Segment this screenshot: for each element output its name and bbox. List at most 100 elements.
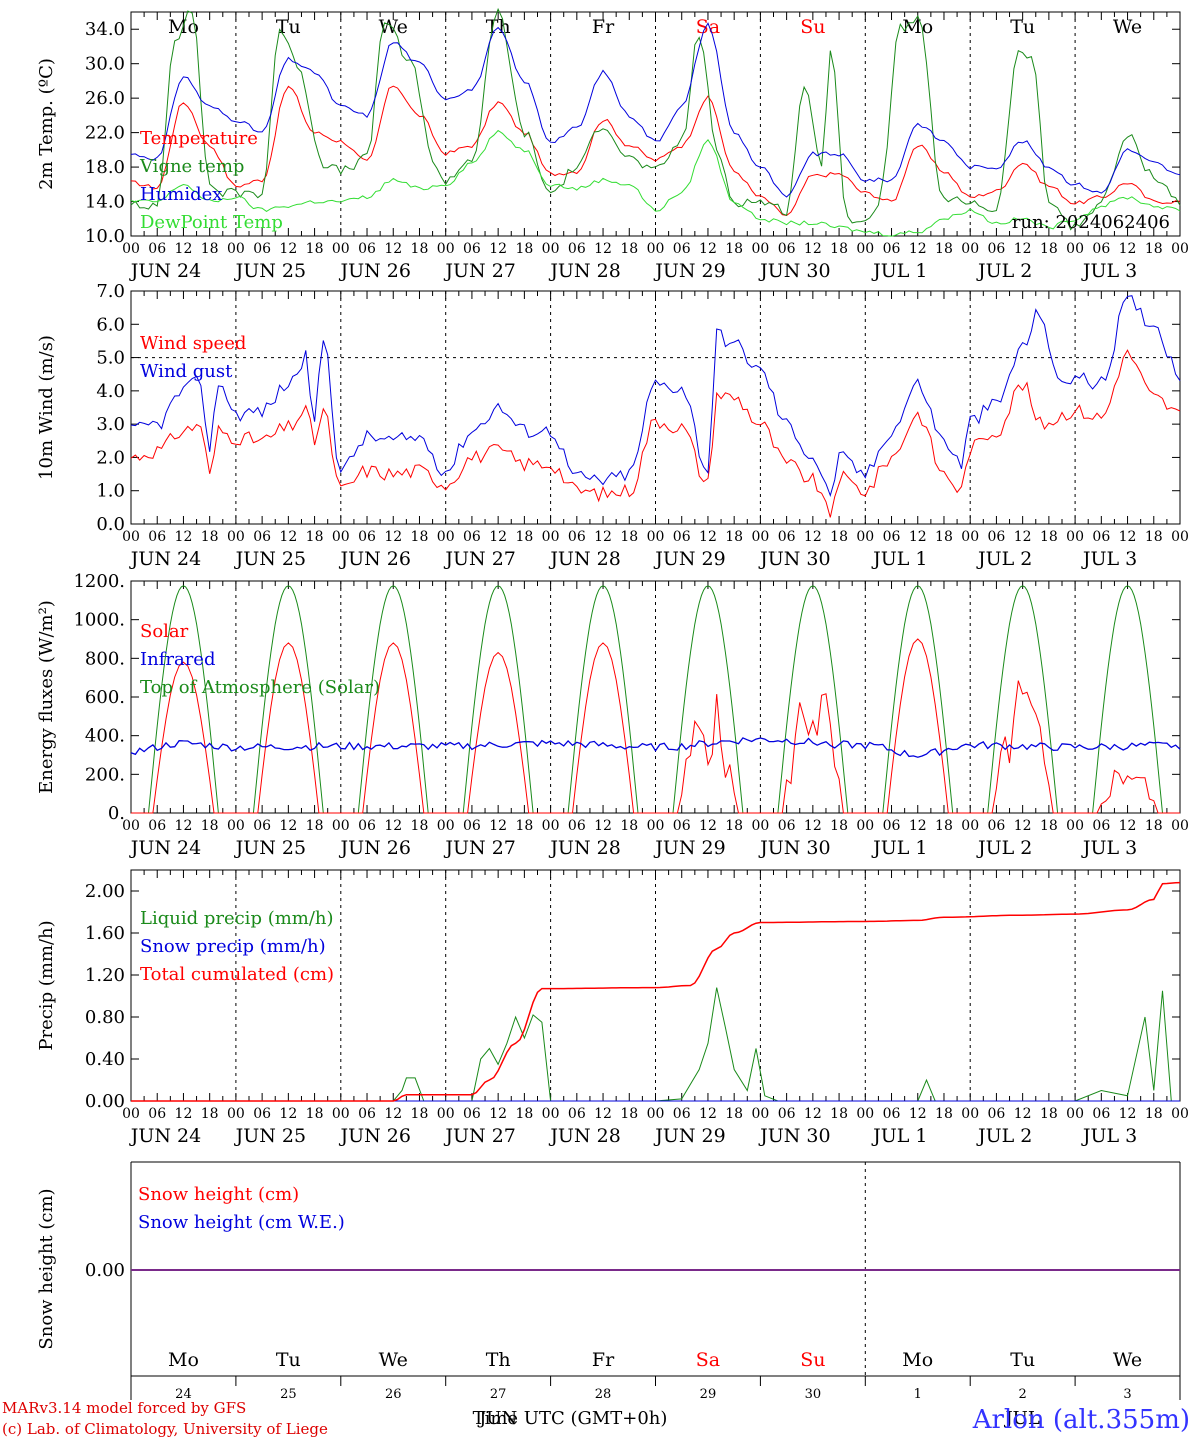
hour-tick-label: 06	[358, 1106, 376, 1122]
hour-tick-label: 12	[489, 529, 507, 545]
hour-tick-label: 06	[778, 1106, 796, 1122]
legend-4: DewPoint Temp	[140, 212, 283, 233]
day-name: Mo	[902, 1349, 933, 1371]
day-name: Sa	[696, 1349, 720, 1371]
day-name: Mo	[168, 1349, 199, 1371]
hour-tick-label: 18	[620, 1106, 638, 1122]
hour-tick-label: 00	[122, 529, 140, 545]
y-tick-label: 5.0	[96, 348, 125, 369]
hour-tick-label: 18	[725, 1106, 743, 1122]
date-label: JUN 27	[443, 837, 515, 859]
date-number: 28	[595, 1387, 612, 1402]
hour-tick-label: 06	[673, 1106, 691, 1122]
temperature-panel: 10.0 14.0 18.0 22.0 26.0 30.0 34.0 2m Temp. (ºC…	[36, 7, 1189, 282]
month-label-jun: JUN	[477, 1408, 517, 1429]
hour-tick-label: 00	[542, 818, 560, 834]
date-label: JUN 30	[758, 260, 830, 282]
y-axis-label: 2m Temp. (ºC)	[36, 58, 57, 190]
hour-tick-label: 12	[175, 818, 193, 834]
date-label: JUN 25	[234, 548, 306, 570]
hour-tick-label: 12	[279, 241, 297, 257]
hour-tick-label: 12	[279, 1106, 297, 1122]
energy-flux-panel: 0. 200. 400. 600. 800. 1000. 1200. Energy fluxe…	[36, 571, 1189, 859]
hour-tick-label: 18	[830, 529, 848, 545]
hour-tick-label: 00	[332, 818, 350, 834]
wind-panel: 0.0 1.0 2.0 3.0 4.0 5.0 6.0 7.0 10m Wind (m/s) Wi…	[36, 281, 1189, 570]
station-label: Arlon (alt.355m)	[972, 1405, 1190, 1435]
solar-line	[131, 638, 1180, 814]
hour-tick-label: 06	[1092, 1106, 1110, 1122]
date-label: JUN 24	[129, 548, 201, 570]
hour-tick-label: 12	[909, 529, 927, 545]
hour-tick-label: 06	[988, 818, 1006, 834]
y-tick-label: 30.0	[85, 54, 125, 75]
hour-tick-label: 00	[542, 241, 560, 257]
hour-tick-label: 06	[148, 818, 166, 834]
y-tick-label: 34.0	[85, 19, 125, 40]
hour-tick-label: 18	[1145, 1106, 1163, 1122]
hour-tick-label: 12	[909, 1106, 927, 1122]
date-label: JUL 2	[976, 260, 1032, 282]
hour-tick-label: 18	[411, 241, 429, 257]
hour-tick-label: 06	[1092, 241, 1110, 257]
date-label: JUL 2	[976, 837, 1032, 859]
hour-tick-label: 18	[306, 241, 324, 257]
date-label: JUN 27	[443, 260, 515, 282]
date-label: JUN 29	[653, 1125, 725, 1147]
hour-tick-label: 00	[751, 241, 769, 257]
hour-tick-label: 18	[725, 818, 743, 834]
hour-tick-label: 12	[699, 241, 717, 257]
footer-model: MARv3.14 model forced by GFS	[2, 1399, 246, 1417]
hour-tick-label: 00	[647, 241, 665, 257]
hour-tick-label: 18	[306, 1106, 324, 1122]
hour-tick-label: 12	[1119, 529, 1137, 545]
hour-tick-label: 06	[148, 529, 166, 545]
temp-series-line	[130, 7, 1181, 231]
hour-tick-label: 12	[1014, 1106, 1032, 1122]
hour-tick-label: 18	[1040, 1106, 1058, 1122]
hour-tick-label: 12	[1119, 241, 1137, 257]
hour-tick-label: 00	[647, 818, 665, 834]
hour-tick-label: 18	[515, 529, 533, 545]
hour-tick-label: 12	[594, 818, 612, 834]
day-name: Tu	[1010, 16, 1035, 38]
hour-tick-label: 00	[122, 1106, 140, 1122]
temp-series-line	[130, 85, 1181, 217]
legend-3: Total cumulated (cm)	[140, 964, 334, 985]
date-number: 1	[914, 1387, 922, 1402]
hour-tick-label: 12	[1119, 818, 1137, 834]
date-label: JUN 25	[234, 1125, 306, 1147]
y-axis-label: 10m Wind (m/s)	[36, 335, 57, 480]
hour-tick-label: 12	[804, 529, 822, 545]
legend-2: Snow height (cm W.E.)	[138, 1212, 345, 1233]
day-name: Tu	[276, 1349, 301, 1371]
hour-tick-label: 12	[175, 241, 193, 257]
date-label: JUN 28	[548, 1125, 620, 1147]
hour-tick-label: 12	[1014, 529, 1032, 545]
hour-tick-label: 06	[568, 1106, 586, 1122]
hour-tick-label: 00	[332, 529, 350, 545]
hour-tick-label: 00	[961, 818, 979, 834]
y-axis-label: Precip (mm/h)	[36, 920, 57, 1050]
hour-tick-label: 18	[411, 529, 429, 545]
hour-tick-label: 18	[1145, 241, 1163, 257]
hour-tick-label: 12	[489, 241, 507, 257]
hour-tick-label: 12	[384, 241, 402, 257]
hour-tick-label: 00	[856, 818, 874, 834]
y-tick-label: 18.0	[85, 157, 125, 178]
hour-tick-label: 12	[804, 241, 822, 257]
hour-tick-label: 06	[673, 529, 691, 545]
hour-tick-label: 18	[515, 1106, 533, 1122]
date-number: 27	[490, 1387, 507, 1402]
day-name: Fr	[592, 16, 615, 38]
hour-tick-label: 06	[883, 818, 901, 834]
date-label: JUN 30	[758, 548, 830, 570]
hour-tick-label: 06	[358, 818, 376, 834]
date-label: JUN 25	[234, 837, 306, 859]
hour-tick-label: 00	[751, 818, 769, 834]
hour-tick-label: 18	[1145, 529, 1163, 545]
precip-panel: 0.00 0.40 0.80 1.20 1.60 2.00 Precip (mm/h) Liq…	[36, 869, 1189, 1147]
hour-tick-label: 06	[883, 241, 901, 257]
date-label: JUN 25	[234, 260, 306, 282]
hour-tick-label: 12	[594, 1106, 612, 1122]
